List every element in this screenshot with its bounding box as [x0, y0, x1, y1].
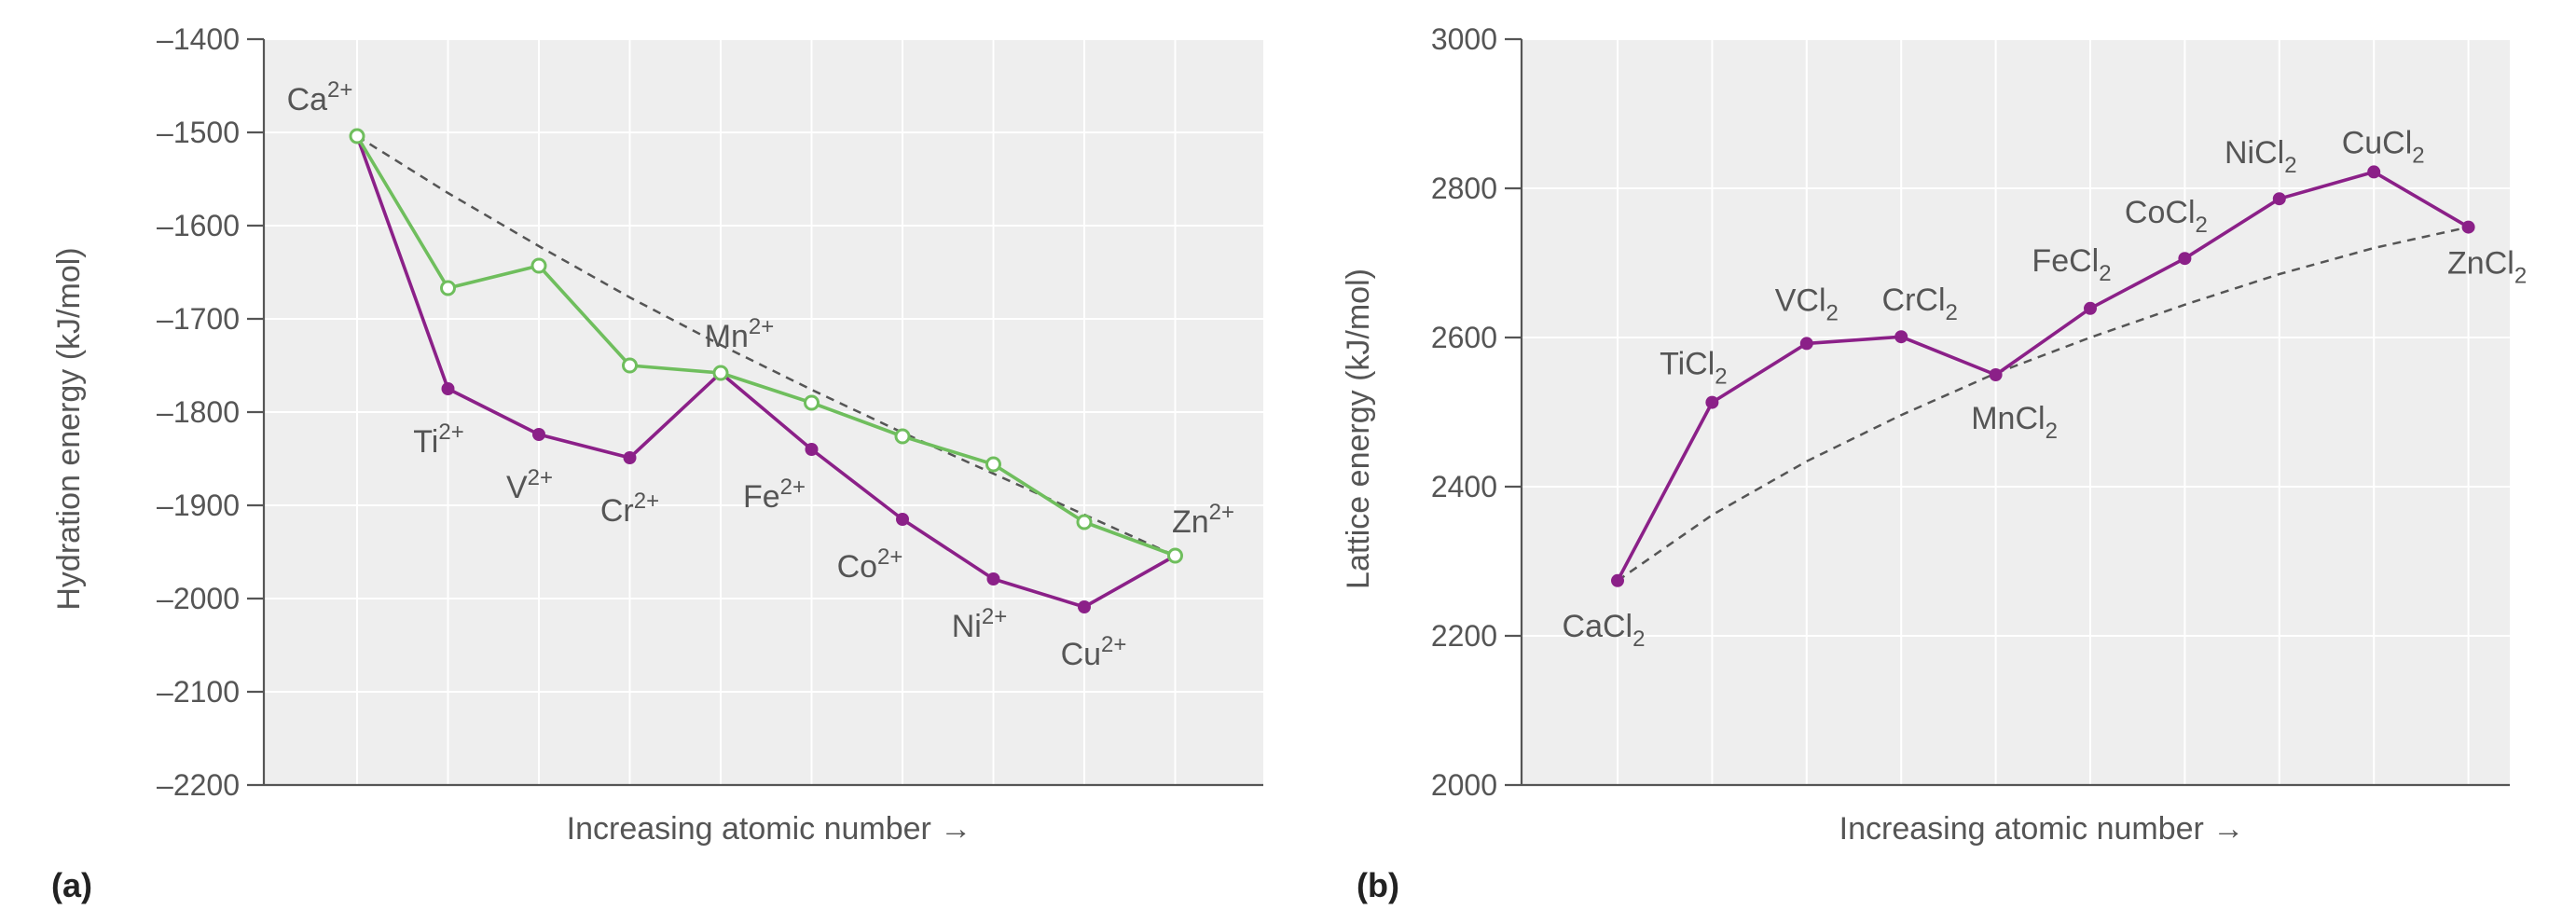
- chart-lattice-energy: 2000 2200 2400 2600 2800 3000 CaCl2 TiCl2 VCl2 C…: [1341, 22, 2527, 904]
- x-axis-title-b: Increasing atomic number →: [1839, 811, 2245, 847]
- data-point-open: [440, 280, 456, 296]
- y-tick-label: 2400: [1431, 470, 1497, 503]
- series-line-measured: [355, 135, 1177, 609]
- point-label: CuCl2: [2342, 125, 2425, 168]
- y-tick-label: 2600: [1431, 321, 1497, 354]
- data-point-open: [1167, 547, 1183, 564]
- y-tick-label: –1900: [157, 489, 240, 522]
- point-label: ZnCl2: [2447, 246, 2527, 289]
- data-point: [1989, 368, 2003, 381]
- y-tick-label: 2200: [1431, 619, 1497, 653]
- point-label: Co2+: [837, 544, 903, 585]
- point-label: MnCl2: [1971, 401, 2058, 444]
- y-tick-label: –2200: [157, 768, 240, 802]
- data-point-open: [894, 428, 911, 445]
- data-point-open: [985, 456, 1001, 473]
- point-label: CaCl2: [1563, 609, 1646, 652]
- data-point: [441, 382, 455, 395]
- y-tick-label: 2800: [1431, 172, 1497, 205]
- point-label: V2+: [506, 465, 553, 505]
- x-axis-title-a: Increasing atomic number →: [567, 811, 972, 847]
- data-point-open: [530, 257, 547, 274]
- plot-area-b: [1522, 39, 2510, 785]
- y-axis-title-a: Hydration energy (kJ/mol): [51, 247, 87, 610]
- data-point: [1078, 600, 1091, 613]
- point-label: Fe2+: [743, 475, 806, 515]
- point-label: NiCl2: [2225, 135, 2297, 178]
- point-label: Cu2+: [1061, 632, 1127, 672]
- y-tick-label: –1700: [157, 302, 240, 336]
- point-label: Ca2+: [287, 77, 353, 117]
- y-tick-label: –2100: [157, 675, 240, 709]
- data-point: [623, 451, 637, 464]
- point-label: CoCl2: [2125, 195, 2208, 238]
- data-point: [2461, 220, 2475, 234]
- trend-line: [356, 134, 1177, 558]
- point-label: FeCl2: [2032, 243, 2111, 286]
- trend-line: [1617, 226, 2469, 582]
- data-point-open: [1076, 514, 1093, 530]
- point-label: Cr2+: [600, 489, 659, 529]
- data-point: [805, 443, 819, 456]
- series-line-corrected: [355, 135, 1177, 558]
- point-label: TiCl2: [1660, 347, 1728, 390]
- data-point: [896, 513, 909, 526]
- point-label: Ni2+: [952, 604, 1007, 644]
- panel-label-a: (a): [51, 866, 92, 904]
- data-point: [2178, 252, 2192, 266]
- data-point: [532, 428, 545, 441]
- point-label: CrCl2: [1882, 282, 1958, 325]
- point-label: VCl2: [1775, 282, 1839, 325]
- data-point: [2272, 192, 2286, 206]
- y-axis-title-b: Lattice energy (kJ/mol): [1341, 269, 1376, 589]
- point-label: Mn2+: [705, 314, 775, 354]
- panel-label-b: (b): [1357, 866, 1399, 904]
- data-point: [986, 572, 1000, 585]
- data-point: [1705, 395, 1719, 409]
- data-point-open: [712, 365, 729, 381]
- y-tick-label: –1800: [157, 395, 240, 429]
- y-tick-label: –2000: [157, 582, 240, 615]
- y-tick-label: –1400: [157, 22, 240, 56]
- y-tick-label: –1600: [157, 209, 240, 242]
- data-point: [2367, 165, 2381, 179]
- point-label: Zn2+: [1172, 500, 1234, 540]
- data-point: [1799, 337, 1813, 351]
- data-point: [1611, 573, 1624, 587]
- data-point-open: [349, 128, 365, 145]
- chart-hydration-energy: –1400 –1500 –1600 –1700 –1800 –1900 –2000 –2100…: [51, 22, 1263, 904]
- y-tick-label: –1500: [157, 116, 240, 149]
- data-point: [1894, 330, 1908, 344]
- y-tick-label: 2000: [1431, 768, 1497, 802]
- series-line-lattice: [1616, 170, 2470, 582]
- data-point: [2084, 301, 2097, 315]
- data-point-open: [622, 357, 638, 374]
- y-tick-label: 3000: [1431, 22, 1497, 56]
- point-label: Ti2+: [413, 420, 463, 460]
- data-point-open: [804, 394, 820, 411]
